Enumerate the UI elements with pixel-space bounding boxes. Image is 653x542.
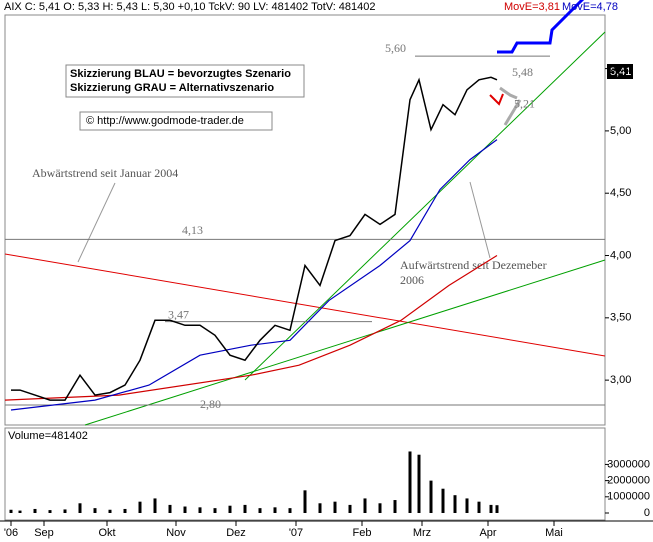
volume-bar (153, 498, 157, 513)
x-tick-label: Sep (34, 527, 54, 539)
copyright: © http://www.godmode-trader.de (86, 115, 244, 127)
downtrend-line (4, 253, 606, 357)
volume-bar (9, 509, 13, 513)
volume-bar (288, 508, 292, 513)
volume-bar (429, 480, 433, 513)
volume-bar (303, 490, 307, 513)
header: AIX C: 5,41 O: 5,33 H: 5,43 L: 5,30 +0,1… (4, 1, 376, 13)
annotation-arrow (469, 181, 491, 259)
legend-text: Skizzierung BLAU = bevorzugtes Szenario (70, 68, 291, 80)
annotation: Aufwärtstrend seit Dezemeber 2006 (400, 258, 547, 287)
y-tick-label: 3,50 (610, 312, 631, 324)
volume-bar (108, 509, 112, 513)
legend-box: Skizzierung BLAU = bevorzugtes Szenario … (65, 64, 305, 98)
legend-text: Skizzierung GRAU = Alternativszenario (70, 82, 274, 94)
volume-bar (258, 508, 262, 513)
volume-bar (348, 504, 352, 513)
ma-label: MovE=3,81 (504, 1, 560, 13)
gray-scenario (503, 99, 522, 126)
x-tick-label: Mrz (413, 527, 431, 539)
x-tick-label: '07 (289, 527, 303, 539)
volume-bar (63, 509, 67, 513)
volume-tick-label: 0 (644, 507, 650, 519)
y-tick-label: 4,50 (610, 187, 631, 199)
x-tick-label: Mai (545, 527, 563, 539)
level-label: 3,47 (168, 307, 189, 321)
volume-bar (273, 507, 277, 513)
level-label: 4,13 (182, 223, 203, 237)
volume-bar (213, 508, 217, 513)
volume-bar (441, 488, 445, 513)
last-price-box (607, 64, 633, 79)
moving-average (4, 254, 498, 401)
level-label: 5,48 (512, 65, 533, 79)
volume-bar (138, 501, 142, 513)
volume-tick-label: 2000000 (607, 475, 650, 487)
volume-bar (318, 503, 322, 513)
volume-tick-label: 3000000 (607, 458, 650, 470)
y-tick-label: 5,00 (610, 125, 631, 137)
volume-bar (477, 501, 481, 513)
volume-bar (495, 505, 499, 513)
level-label: 2,80 (200, 397, 221, 411)
volume-bar (198, 507, 202, 513)
y-tick-label: 4,00 (610, 249, 631, 261)
gray-scenario (499, 86, 518, 100)
volume-bar (243, 504, 247, 513)
annotation: Abwärtstrend seit Januar 2004 (32, 166, 178, 180)
volume-bar (408, 451, 412, 513)
volume-bar (228, 505, 232, 513)
volume-tick-label: 1000000 (607, 491, 650, 503)
x-tick-label: Feb (353, 527, 372, 539)
volume-bar (465, 498, 469, 513)
volume-bar (18, 510, 22, 513)
volume-bar (78, 503, 82, 513)
copyright-frame (79, 111, 273, 131)
volume-bar (393, 500, 397, 513)
volume-bar (123, 508, 127, 513)
uptrend-line (84, 259, 606, 426)
volume-label: Volume=481402 (8, 430, 88, 442)
x-tick-label: Apr (479, 527, 496, 539)
y-tick-label: 5,50 (610, 62, 631, 74)
volume-bar (183, 506, 187, 513)
volume-bar (363, 498, 367, 513)
x-tick-label: Okt (98, 527, 115, 539)
volume-panel (4, 427, 606, 521)
blue-scenario (497, 0, 585, 54)
price-panel (4, 14, 606, 426)
level-label: 5,21 (514, 96, 535, 110)
moving-average (10, 139, 498, 411)
volume-bar (93, 508, 97, 513)
annotation-box: Aufwärtstrend seit Dezemeber 2006 (400, 258, 547, 287)
ma-label: MovE=4,78 (562, 1, 618, 13)
y-tick-label: 3,00 (610, 374, 631, 386)
volume-bar (378, 503, 382, 513)
volume-bar (33, 508, 37, 513)
x-tick-label: Nov (166, 527, 186, 539)
legend-frame (65, 64, 305, 98)
volume-bar (489, 504, 493, 513)
last-price: 5,41 (610, 66, 631, 78)
x-tick-label: '06 (4, 527, 18, 539)
volume-bar (48, 510, 52, 513)
volume-bar (417, 454, 421, 513)
annotation-arrow (77, 182, 116, 263)
x-tick-label: Dez (226, 527, 246, 539)
volume-bar (333, 501, 337, 513)
volume-bar (168, 504, 172, 513)
level-label: 5,60 (385, 41, 406, 55)
volume-bar (453, 495, 457, 513)
last-candle-mark (489, 93, 504, 106)
price-line (11, 76, 498, 401)
